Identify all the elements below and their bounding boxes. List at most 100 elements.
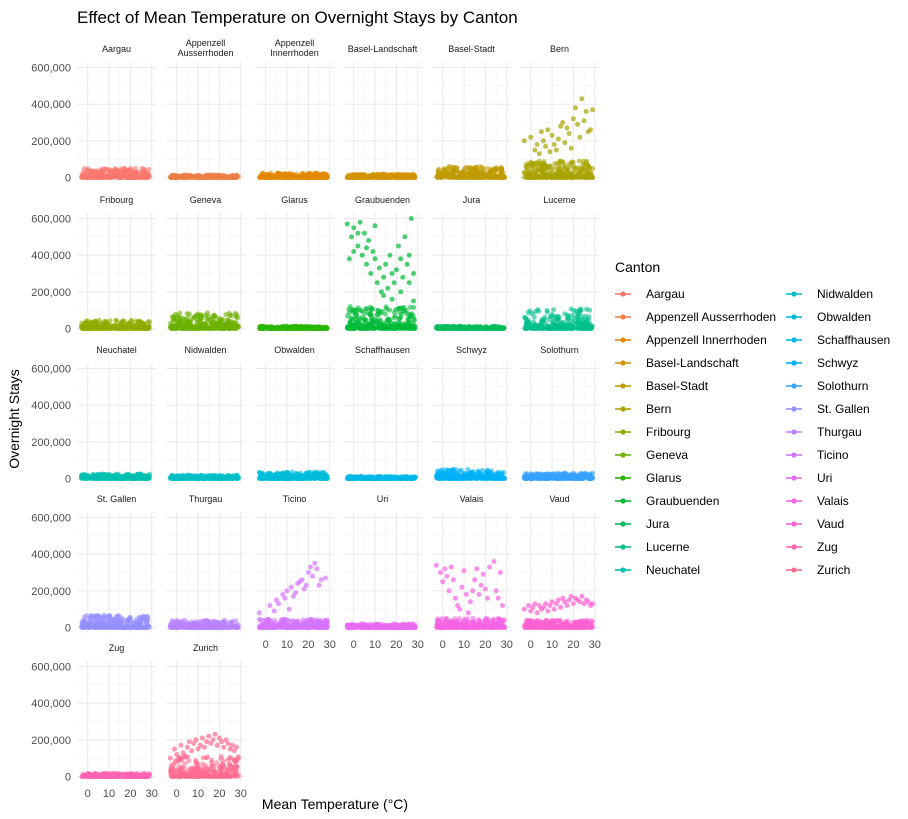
data-point (401, 173, 407, 179)
data-point (482, 326, 488, 331)
data-point (358, 307, 364, 313)
data-point (573, 308, 579, 314)
data-point (549, 132, 555, 138)
data-point (545, 127, 551, 133)
data-point (113, 317, 119, 323)
data-point (569, 172, 575, 178)
data-point (344, 221, 350, 227)
data-point (453, 174, 459, 180)
data-point (90, 172, 96, 178)
data-point (357, 219, 363, 225)
data-point (307, 175, 313, 180)
data-point (121, 325, 127, 331)
data-point (270, 174, 276, 180)
data-point (262, 326, 267, 331)
data-point (474, 164, 480, 170)
data-point (574, 314, 580, 320)
data-point (411, 271, 416, 276)
data-point (389, 271, 395, 276)
data-point (117, 476, 123, 481)
data-point (172, 311, 178, 317)
data-point (370, 318, 376, 324)
data-point (521, 138, 527, 144)
data-point (411, 305, 417, 310)
data-point (387, 307, 392, 313)
data-point (146, 166, 152, 172)
data-point (262, 174, 267, 180)
data-point (349, 234, 354, 240)
data-point (187, 318, 193, 324)
data-point (297, 325, 303, 331)
data-point (110, 325, 116, 331)
facet-panel: Bern (520, 44, 599, 183)
data-point (448, 323, 454, 329)
data-point (101, 175, 107, 180)
data-point (202, 326, 208, 331)
data-point (480, 169, 486, 174)
data-point (205, 475, 211, 481)
data-point (398, 256, 404, 262)
data-point (367, 304, 373, 310)
data-point (485, 166, 491, 172)
data-point (351, 225, 357, 231)
facet-label: Aargau (102, 44, 131, 54)
data-point (404, 261, 410, 267)
data-point (568, 145, 574, 151)
facet-label: Obwalden (274, 345, 315, 355)
data-point (555, 316, 561, 322)
data-point (289, 475, 295, 481)
data-point (314, 325, 320, 331)
data-point (570, 312, 576, 318)
data-point (144, 175, 150, 180)
data-point (372, 223, 378, 229)
facet-panel: Glarus (255, 195, 334, 334)
data-point (578, 306, 584, 312)
data-point (444, 170, 450, 176)
facet-label: Nidwalden (184, 345, 226, 355)
data-point (456, 170, 462, 176)
data-point (224, 321, 230, 327)
data-point (570, 159, 576, 165)
data-point (398, 314, 404, 320)
chart-title: Effect of Mean Temperature on Overnight … (77, 8, 518, 27)
facet-panel: Obwalden (255, 345, 334, 484)
data-point (364, 261, 369, 267)
data-point (589, 174, 595, 180)
data-point (364, 245, 369, 251)
facet-panel: Basel-Stadt (432, 44, 511, 183)
facet-points (256, 469, 330, 481)
data-point (583, 325, 589, 331)
data-point (541, 138, 546, 144)
data-point (372, 256, 378, 262)
data-point (177, 174, 183, 180)
data-point (353, 313, 359, 319)
data-point (588, 324, 594, 330)
data-point (169, 174, 175, 180)
data-point (499, 165, 505, 171)
data-point (381, 293, 387, 298)
data-point (92, 320, 98, 326)
facet-points (344, 171, 418, 180)
data-point (234, 312, 240, 318)
data-point (584, 306, 589, 312)
data-point (275, 475, 280, 481)
facet-points (433, 323, 507, 331)
data-point (266, 475, 272, 481)
data-point (566, 131, 572, 136)
data-point (228, 175, 234, 180)
data-point (199, 476, 205, 481)
y-tick-label: 400,000 (31, 400, 71, 412)
data-point (573, 105, 578, 111)
data-point (374, 280, 380, 286)
data-point (590, 166, 595, 172)
data-point (82, 475, 88, 481)
data-point (83, 318, 89, 324)
data-point (323, 172, 329, 178)
data-point (279, 472, 285, 478)
data-point (396, 243, 401, 249)
data-point (260, 170, 266, 176)
data-point (351, 249, 357, 254)
data-point (388, 320, 394, 326)
data-point (349, 173, 355, 179)
